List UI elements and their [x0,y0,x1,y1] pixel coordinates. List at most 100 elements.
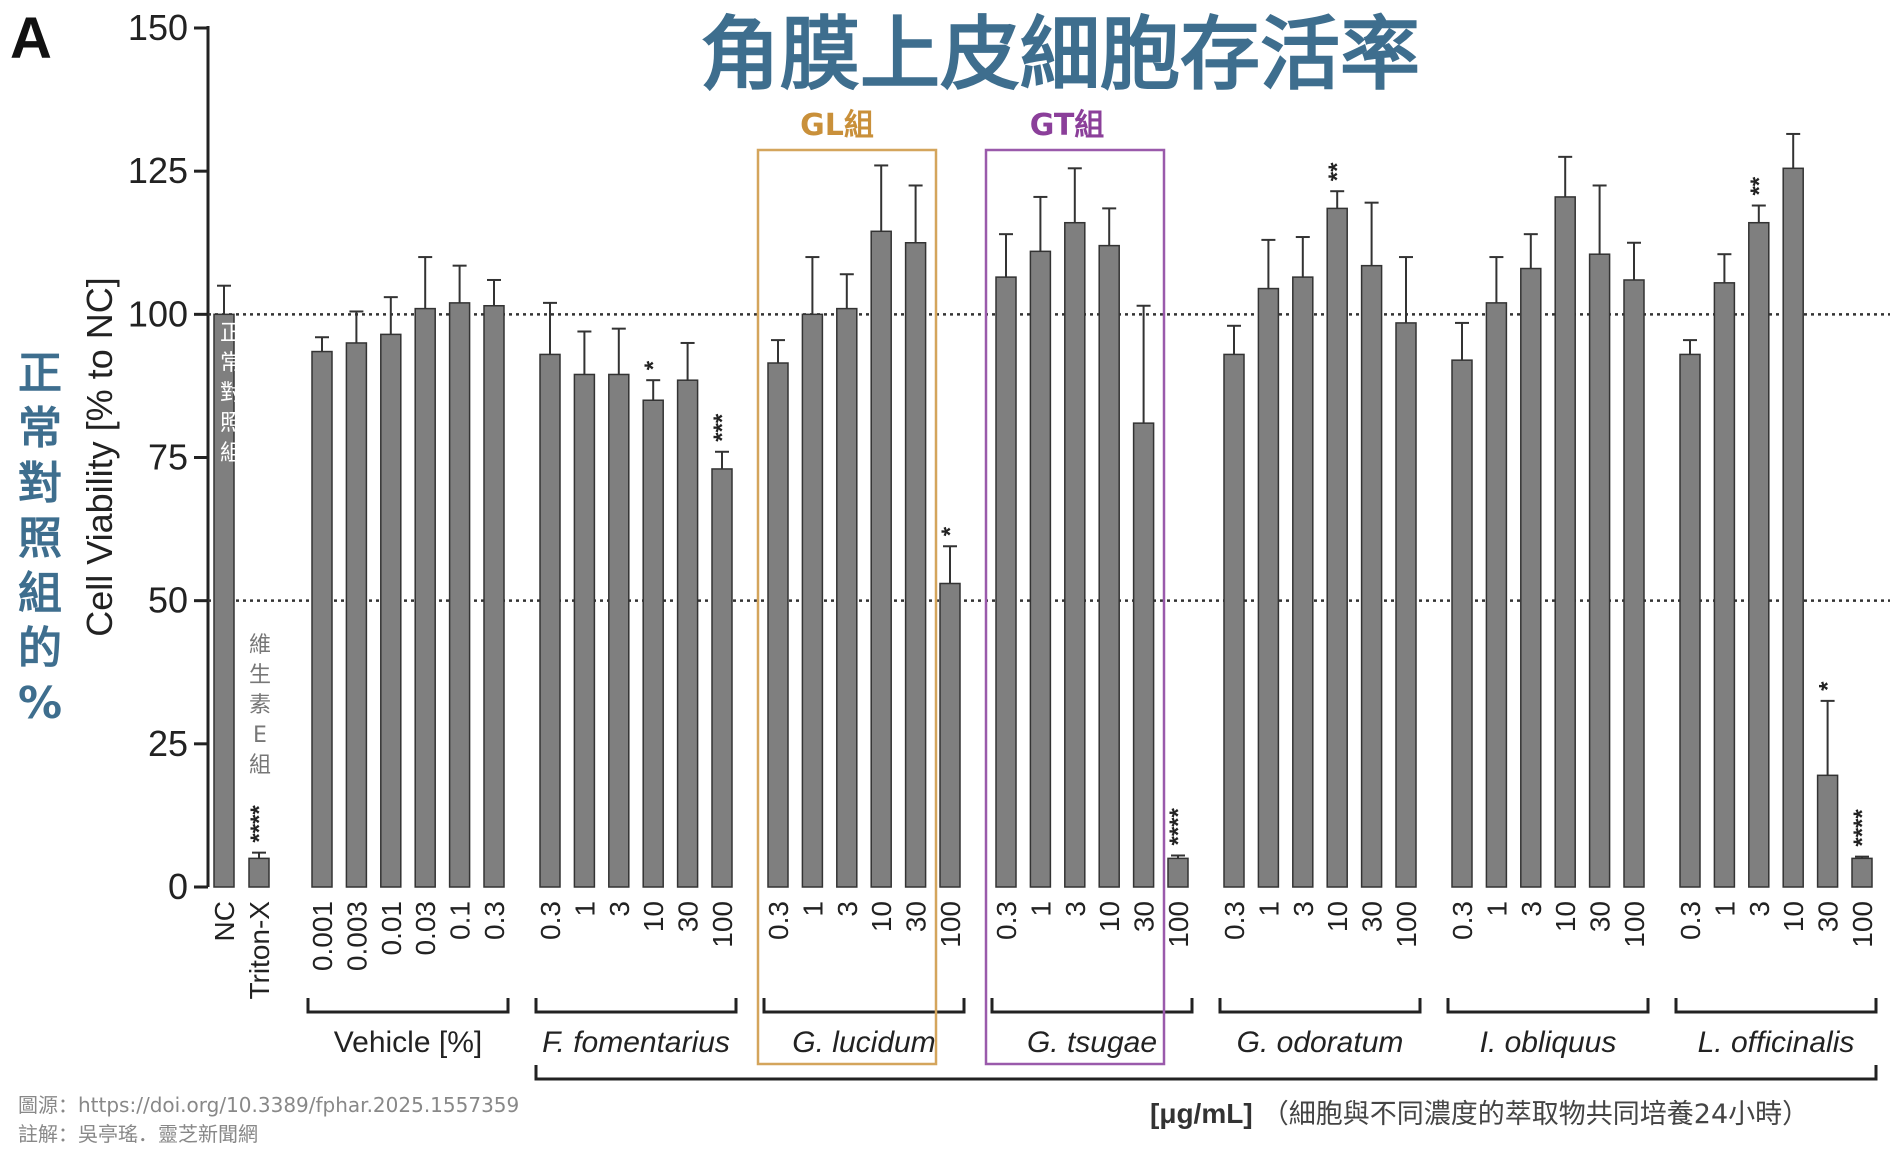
group-bracket [1446,998,1650,1014]
significance-marker: **** [1165,807,1192,845]
x-tick-label: 100 [1391,901,1422,948]
x-tick-label: 3 [832,901,863,917]
x-tick-label: 10 [866,901,897,932]
bar [801,313,824,888]
y-axis-label: Cell Viability [% to NC] [79,277,120,636]
y-tick-label: 150 [128,7,188,48]
x-tick-label: 1 [797,901,828,917]
triton-annotation-char: 維 [249,633,271,658]
y-tick-label: 125 [128,150,188,191]
group-bracket [762,998,966,1014]
x-tick-label: 1 [1481,901,1512,917]
x-tick-label: 0.03 [410,901,441,956]
significance-marker: * [640,360,667,370]
x-tick-label: Triton-X [244,901,275,1000]
bar [448,302,471,888]
panel-label: A [10,6,52,71]
bar [1520,267,1542,888]
bar [1257,287,1280,888]
significance-marker: ** [1324,162,1351,181]
x-tick-label: 0.3 [1447,901,1478,940]
gl-group-label: GL組 [800,108,874,143]
group-label: L. officinalis [1698,1026,1855,1059]
y-tick-label: 75 [148,437,188,478]
source-note: 圖源：https://doi.org/10.3389/fphar.2025.15… [18,1093,519,1117]
bar [248,857,270,888]
bar [870,230,892,888]
bar [380,333,402,888]
bar [483,304,505,888]
x-tick-label: 0.1 [445,901,476,940]
x-tick-label: 100 [935,901,966,948]
chart-title: 角膜上皮細胞存活率 [700,8,1420,101]
x-tick-label: 30 [673,901,704,932]
bar [836,307,858,888]
y-axis-annotation-char: 對 [18,458,62,509]
bar [1451,359,1473,888]
nc-annotation-char: 對 [220,381,242,406]
gt-group-box [984,148,1166,1066]
x-tick-label: 0.3 [479,901,510,940]
triton-annotation-char: 生 [249,663,271,688]
y-tick-label: 50 [148,580,188,621]
triton-annotation-char: 組 [249,753,271,778]
bar [539,353,561,888]
x-tick-label: 10 [638,901,669,932]
bar [1360,264,1383,888]
nc-annotation-char: 照 [220,411,242,436]
bar [676,379,699,888]
bar [1326,207,1348,888]
bar [995,276,1017,888]
group-bracket [1674,998,1878,1014]
bar [573,373,596,888]
group-bracket [534,998,738,1014]
bar [1623,279,1645,888]
x-tick-label: 1 [1709,901,1740,917]
x-tick-label: 100 [1163,901,1194,948]
y-axis-annotation-char: 的 [18,623,62,674]
bar [1132,422,1155,888]
group-label: G. odoratum [1237,1026,1404,1059]
bar [767,362,789,888]
x-tick-label: 0.3 [1675,901,1706,940]
bar [1029,250,1052,888]
bar [1748,221,1770,888]
x-tick-label: 30 [901,901,932,932]
x-tick-label: 3 [1060,901,1091,917]
significance-marker: **** [1849,809,1876,847]
y-axis-annotation-char: % [18,678,62,729]
x-tick-label: 3 [1744,901,1775,917]
significance-marker: * [1815,681,1842,691]
x-tick-label: 30 [1585,901,1616,932]
x-tick-label: NC [209,901,240,941]
x-tick-label: 3 [1516,901,1547,917]
x-tick-label: 10 [1094,901,1125,932]
unit-note: （細胞與不同濃度的萃取物共同培養24小時） [1262,1099,1809,1130]
x-tick-label: 1 [569,901,600,917]
bar [414,307,436,888]
group-label: Vehicle [%] [334,1026,482,1059]
significance-marker: **** [246,805,273,843]
bar [1292,276,1314,888]
bar [1064,221,1086,888]
bar [1395,322,1417,888]
x-tick-label: 0.01 [376,901,407,956]
bar [642,399,664,888]
group-bracket [990,998,1194,1014]
x-tick-label: 100 [707,901,738,948]
y-tick-label: 0 [168,866,188,907]
gt-group-label: GT組 [1030,108,1105,143]
bar [1713,282,1736,888]
nc-annotation-char: 組 [220,441,242,466]
x-tick-label: 100 [1619,901,1650,948]
triton-annotation-char: 素 [249,693,271,718]
axes: 0 25 50 75 100 125 150 Cell Viability [% to NC]… [18,7,210,907]
bar [1816,774,1839,888]
y-axis-annotation-char: 常 [18,403,62,454]
overall-bracket [534,1065,1878,1081]
bar [345,342,368,888]
x-tick-label: 30 [1129,901,1160,932]
unit-label: [μg/mL] [1150,1098,1253,1129]
nc-annotation-char: 常 [220,351,242,376]
